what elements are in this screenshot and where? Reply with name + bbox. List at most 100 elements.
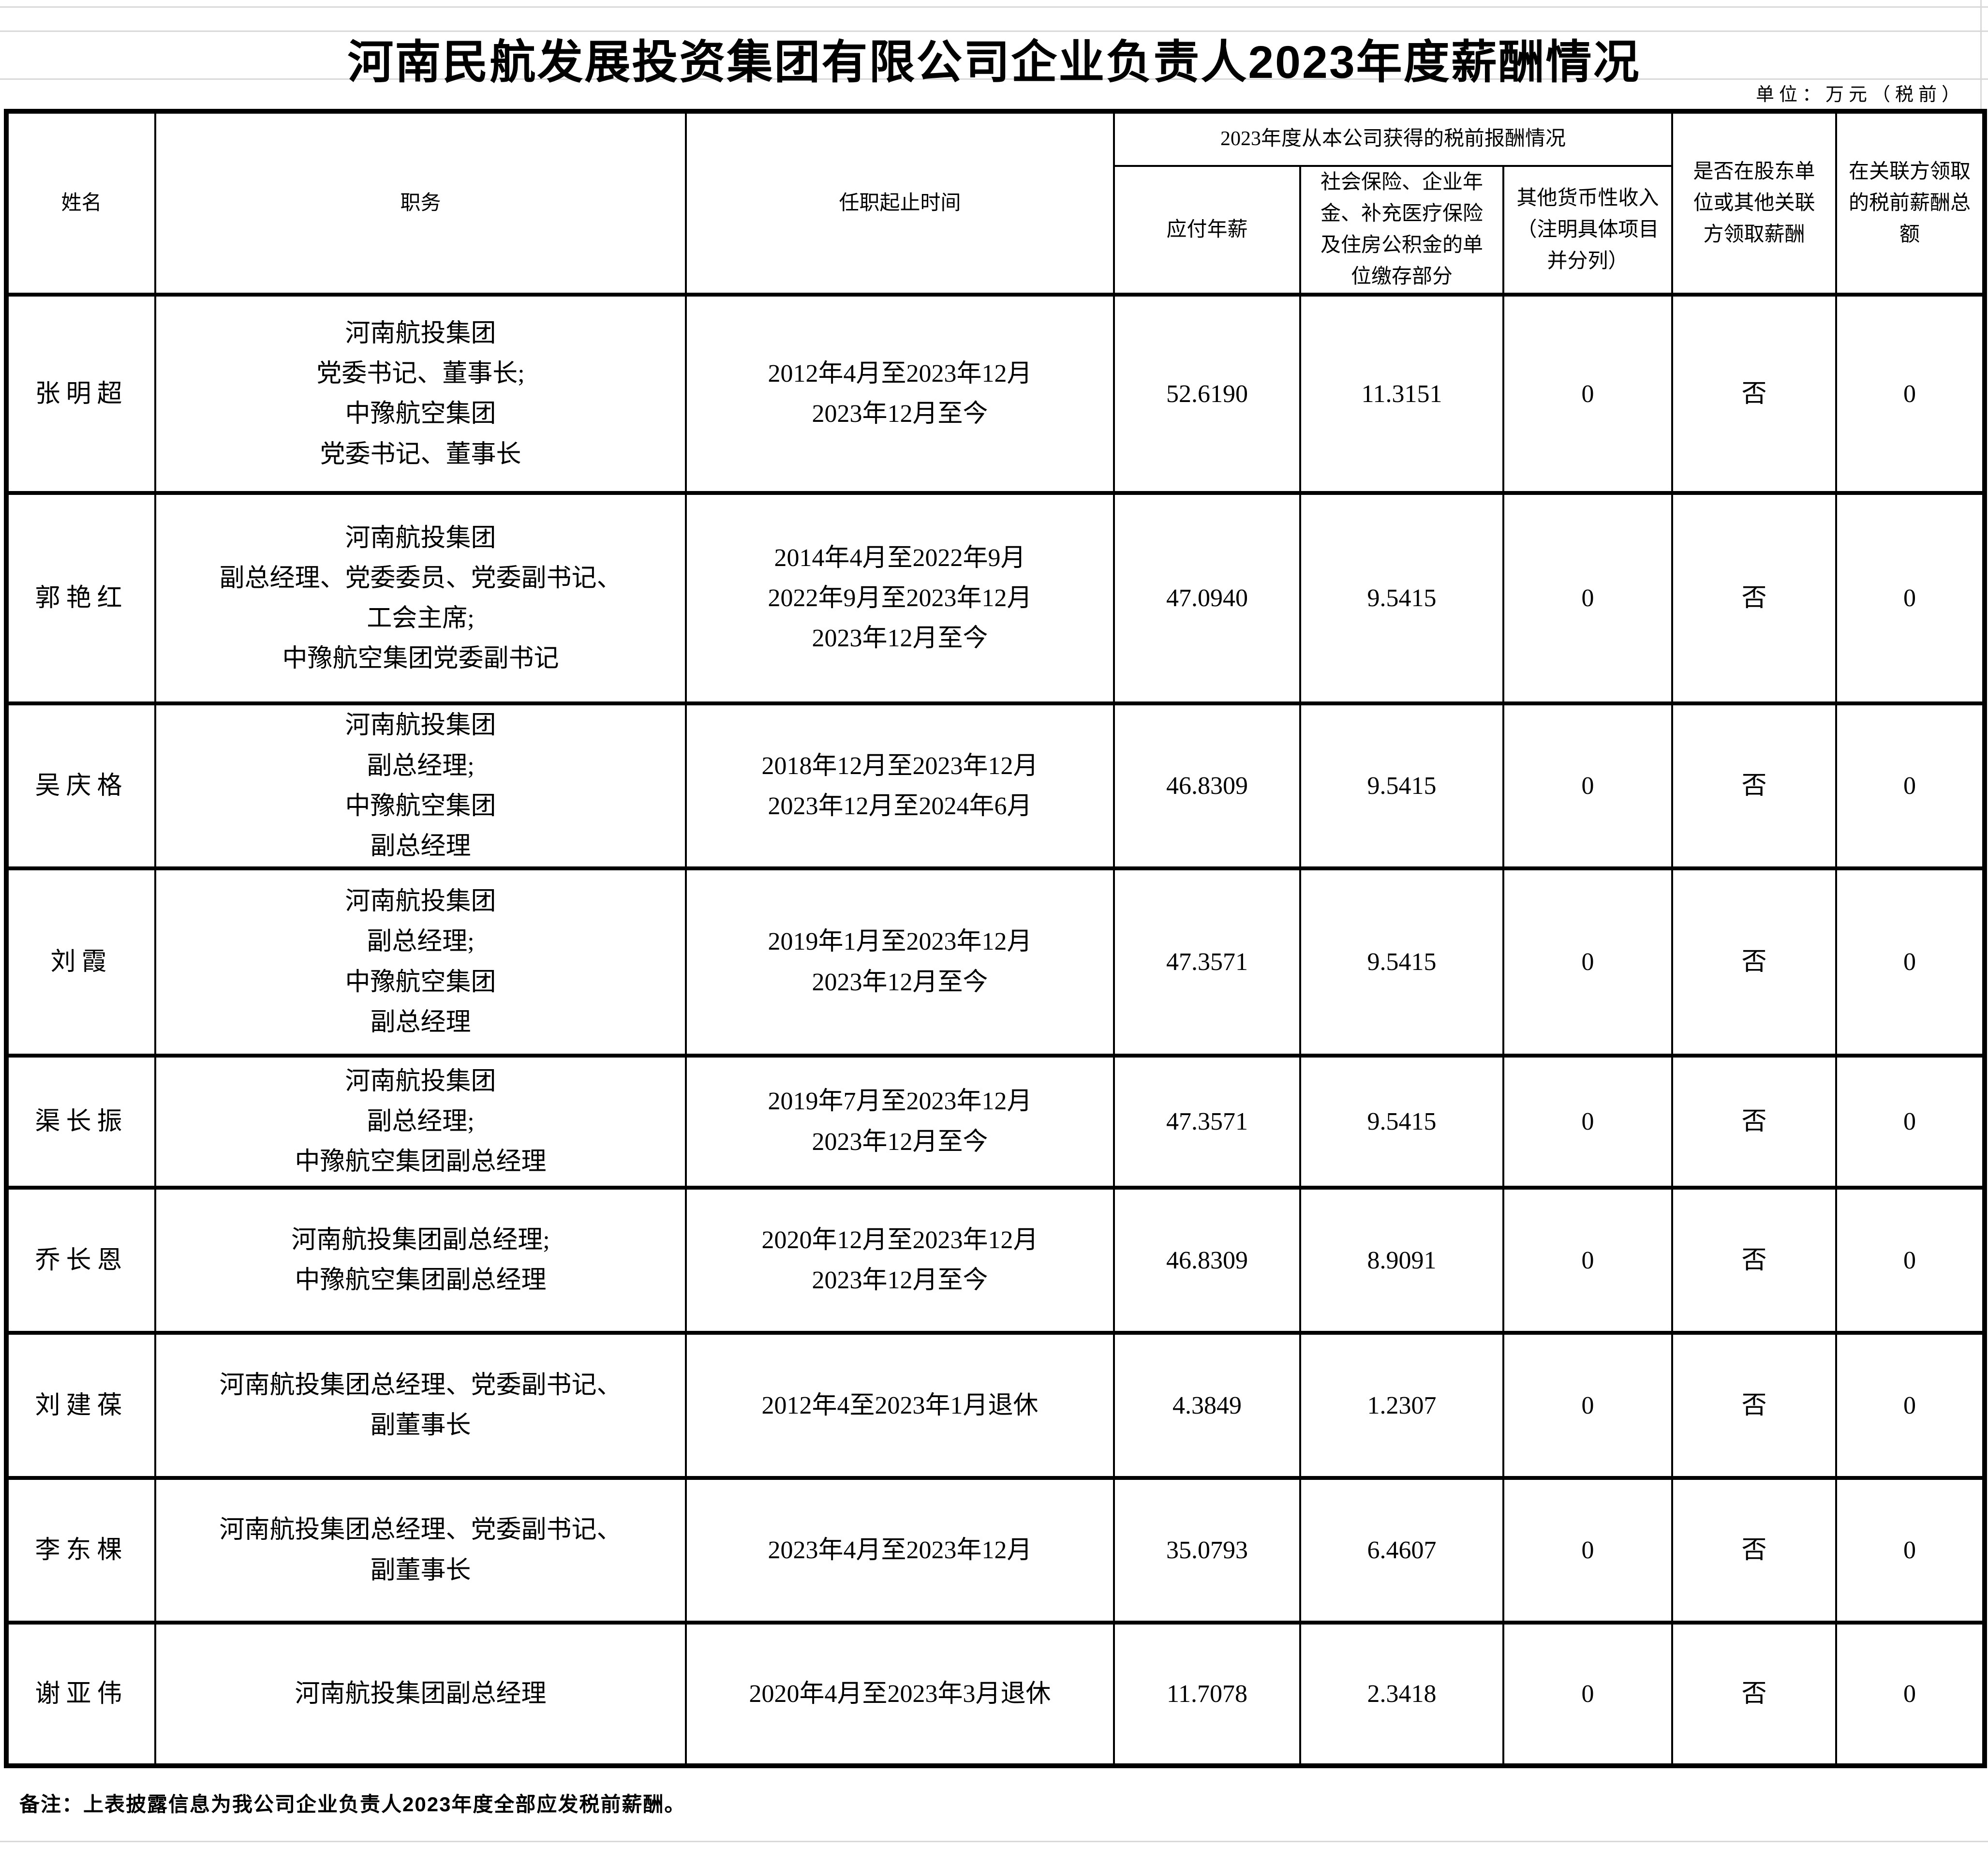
shareholder-cell: 否 [1671,701,1838,871]
salary-cell: 47.3571 [1113,1054,1301,1190]
name-cell: 郭艳红 [5,491,156,706]
table-row: 郭艳红 河南航投集团 副总经理、党委委员、党委副书记、 工会主席; 中豫航空集团… [5,491,1986,706]
tenure-cell: 2014年4月至2022年9月 2022年9月至2023年12月 2023年12… [685,491,1115,706]
other-income-cell: 0 [1502,1331,1674,1480]
position-cell: 河南航投集团副总经理 [154,1621,687,1768]
related-total-cell: 0 [1835,1186,1986,1335]
column-header-other-income: 其他货币性收入（注明具体项目并分列） [1502,164,1674,297]
name-cell: 李东棵 [5,1476,156,1625]
spreadsheet-gridline [1980,0,1982,109]
salary-cell: 11.7078 [1113,1621,1301,1768]
table-row: 李东棵 河南航投集团总经理、党委副书记、 副董事长 2023年4月至2023年1… [5,1476,1986,1625]
name-cell: 张明超 [5,293,156,495]
tenure-cell: 2020年4月至2023年3月退休 [685,1621,1115,1768]
related-total-cell: 0 [1835,1476,1986,1625]
salary-cell: 47.0940 [1113,491,1301,706]
table-row: 刘霞 河南航投集团 副总经理; 中豫航空集团 副总经理 2019年1月至2023… [5,866,1986,1058]
header-row-group: 姓名 职务 任职起止时间 2023年度从本公司获得的税前报酬情况 是否在股东单位… [5,109,1986,297]
tenure-cell: 2018年12月至2023年12月 2023年12月至2024年6月 [685,701,1115,871]
shareholder-cell: 否 [1671,491,1838,706]
name-cell: 刘建葆 [5,1331,156,1480]
insurance-cell: 11.3151 [1299,293,1504,495]
salary-table: 姓名 职务 任职起止时间 2023年度从本公司获得的税前报酬情况 是否在股东单位… [4,109,1988,1769]
column-header-compensation-group: 2023年度从本公司获得的税前报酬情况 [1113,109,1674,167]
footer-note: 备注：上表披露信息为我公司企业负责人2023年度全部应发税前薪酬。 [19,1793,686,1816]
name-cell: 吴庆格 [5,701,156,871]
spreadsheet-gridline [0,1841,1988,1842]
column-header-shareholder: 是否在股东单位或其他关联方领取薪酬 [1671,109,1838,297]
position-cell: 河南航投集团总经理、党委副书记、 副董事长 [154,1476,687,1625]
salary-cell: 47.3571 [1113,866,1301,1058]
insurance-cell: 9.5415 [1299,1054,1504,1190]
other-income-cell: 0 [1502,701,1674,871]
page-title: 河南民航发展投资集团有限公司企业负责人2023年度薪酬情况 [347,37,1641,88]
insurance-cell: 9.5415 [1299,866,1504,1058]
header-row-sub: 应付年薪 社会保险、企业年金、补充医疗保险及住房公积金的单位缴存部分 其他货币性… [6,164,1985,297]
name-cell: 刘霞 [5,866,156,1058]
related-total-cell: 0 [1835,1054,1986,1190]
other-income-cell: 0 [1502,293,1674,495]
table-row: 渠长振 河南航投集团 副总经理; 中豫航空集团副总经理 2019年7月至2023… [5,1054,1986,1190]
column-header-position: 职务 [154,109,687,297]
shareholder-cell: 否 [1671,866,1838,1058]
salary-cell: 52.6190 [1113,293,1301,495]
related-total-cell: 0 [1835,1331,1986,1480]
tenure-cell: 2023年4月至2023年12月 [685,1476,1115,1625]
shareholder-cell: 否 [1671,1186,1838,1335]
shareholder-cell: 否 [1671,1054,1838,1190]
column-header-tenure: 任职起止时间 [685,109,1115,297]
position-cell: 河南航投集团总经理、党委副书记、 副董事长 [154,1331,687,1480]
table-row: 刘建葆 河南航投集团总经理、党委副书记、 副董事长 2012年4至2023年1月… [5,1331,1986,1480]
related-total-cell: 0 [1835,866,1986,1058]
position-cell: 河南航投集团 副总经理、党委委员、党委副书记、 工会主席; 中豫航空集团党委副书… [154,491,687,706]
position-cell: 河南航投集团 党委书记、董事长; 中豫航空集团 党委书记、董事长 [154,293,687,495]
related-total-cell: 0 [1835,1621,1986,1768]
shareholder-cell: 否 [1671,1476,1838,1625]
spreadsheet-gridline [0,78,1988,80]
tenure-cell: 2019年7月至2023年12月 2023年12月至今 [685,1054,1115,1190]
shareholder-cell: 否 [1671,1621,1838,1768]
salary-cell: 46.8309 [1113,701,1301,871]
column-header-insurance: 社会保险、企业年金、补充医疗保险及住房公积金的单位缴存部分 [1299,164,1504,297]
column-header-related-total: 在关联方领取的税前薪酬总额 [1835,109,1986,297]
tenure-cell: 2012年4至2023年1月退休 [685,1331,1115,1480]
related-total-cell: 0 [1835,491,1986,706]
salary-cell: 46.8309 [1113,1186,1301,1335]
table-row: 乔长恩 河南航投集团副总经理; 中豫航空集团副总经理 2020年12月至2023… [5,1186,1986,1335]
insurance-cell: 8.9091 [1299,1186,1504,1335]
insurance-cell: 9.5415 [1299,701,1504,871]
other-income-cell: 0 [1502,1621,1674,1768]
other-income-cell: 0 [1502,491,1674,706]
tenure-cell: 2019年1月至2023年12月 2023年12月至今 [685,866,1115,1058]
salary-cell: 35.0793 [1113,1476,1301,1625]
insurance-cell: 9.5415 [1299,491,1504,706]
unit-label: 单位：万元（税前） [1755,85,1965,105]
related-total-cell: 0 [1835,701,1986,871]
other-income-cell: 0 [1502,866,1674,1058]
insurance-cell: 6.4607 [1299,1476,1504,1625]
name-cell: 乔长恩 [5,1186,156,1335]
salary-cell: 4.3849 [1113,1331,1301,1480]
spreadsheet-gridline [0,6,1988,8]
related-total-cell: 0 [1835,293,1986,495]
spreadsheet-gridline [0,30,1988,32]
table-row: 吴庆格 河南航投集团 副总经理; 中豫航空集团 副总经理 2018年12月至20… [5,701,1986,871]
name-cell: 谢亚伟 [5,1621,156,1768]
position-cell: 河南航投集团副总经理; 中豫航空集团副总经理 [154,1186,687,1335]
table-row: 张明超 河南航投集团 党委书记、董事长; 中豫航空集团 党委书记、董事长 201… [5,293,1986,495]
insurance-cell: 1.2307 [1299,1331,1504,1480]
tenure-cell: 2012年4月至2023年12月 2023年12月至今 [685,293,1115,495]
name-cell: 渠长振 [5,1054,156,1190]
insurance-cell: 2.3418 [1299,1621,1504,1768]
shareholder-cell: 否 [1671,1331,1838,1480]
other-income-cell: 0 [1502,1054,1674,1190]
position-cell: 河南航投集团 副总经理; 中豫航空集团副总经理 [154,1054,687,1190]
position-cell: 河南航投集团 副总经理; 中豫航空集团 副总经理 [154,866,687,1058]
position-cell: 河南航投集团 副总经理; 中豫航空集团 副总经理 [154,701,687,871]
column-header-name: 姓名 [5,109,156,297]
shareholder-cell: 否 [1671,293,1838,495]
table-row: 谢亚伟 河南航投集团副总经理 2020年4月至2023年3月退休 11.7078… [5,1621,1986,1768]
other-income-cell: 0 [1502,1186,1674,1335]
column-header-salary: 应付年薪 [1113,164,1301,297]
